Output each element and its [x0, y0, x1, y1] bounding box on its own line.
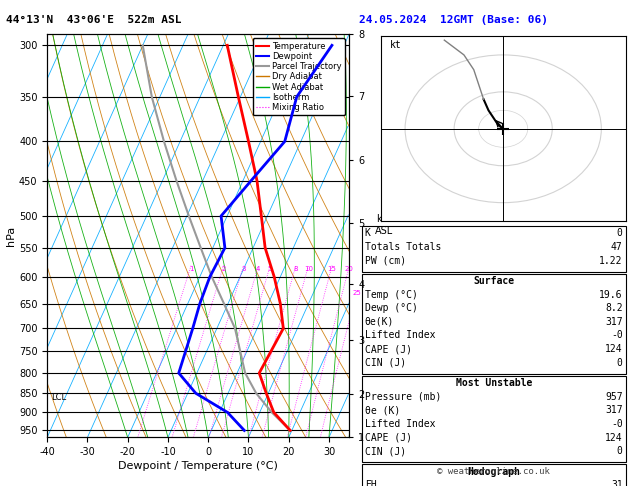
Text: 1.22: 1.22 [599, 256, 623, 266]
Y-axis label: hPa: hPa [6, 226, 16, 246]
Dewpoint [175, 370, 182, 376]
Text: 8: 8 [294, 265, 298, 272]
Text: 19.6: 19.6 [599, 290, 623, 300]
Temperature [270, 274, 278, 280]
Text: CAPE (J): CAPE (J) [365, 344, 412, 354]
Text: 20: 20 [345, 265, 354, 272]
Dewpoint [281, 139, 289, 144]
Parcel Trajectory [268, 410, 276, 416]
Parcel Trajectory [197, 245, 204, 251]
Temperature [253, 178, 261, 184]
Text: 47: 47 [611, 242, 623, 252]
Y-axis label: km
ASL: km ASL [375, 214, 393, 236]
Text: Lifted Index: Lifted Index [365, 330, 435, 341]
Parcel Trajectory [173, 178, 181, 184]
Temperature [235, 94, 242, 100]
Text: Surface: Surface [473, 276, 515, 286]
Text: -0: -0 [611, 330, 623, 341]
Text: Temp (°C): Temp (°C) [365, 290, 418, 300]
Text: 0: 0 [617, 446, 623, 456]
Text: 317: 317 [605, 405, 623, 416]
Text: -0: -0 [611, 419, 623, 429]
Text: θe(K): θe(K) [365, 317, 394, 327]
Temperature [262, 390, 270, 396]
Parcel Trajectory [252, 390, 260, 396]
Temperature [255, 370, 263, 376]
Text: CIN (J): CIN (J) [365, 358, 406, 368]
Text: 124: 124 [605, 344, 623, 354]
Line: Dewpoint: Dewpoint [179, 45, 332, 431]
Text: CIN (J): CIN (J) [365, 446, 406, 456]
Text: Most Unstable: Most Unstable [455, 378, 532, 388]
Text: 4: 4 [256, 265, 260, 272]
Line: Temperature: Temperature [227, 45, 290, 431]
Parcel Trajectory [185, 213, 192, 219]
Dewpoint [328, 42, 336, 48]
Text: CAPE (J): CAPE (J) [365, 433, 412, 443]
Text: 24.05.2024  12GMT (Base: 06): 24.05.2024 12GMT (Base: 06) [359, 15, 547, 25]
Temperature [277, 301, 284, 307]
Parcel Trajectory [286, 428, 294, 434]
Text: PW (cm): PW (cm) [365, 256, 406, 266]
Text: Lifted Index: Lifted Index [365, 419, 435, 429]
Temperature [286, 428, 294, 434]
Parcel Trajectory [231, 326, 239, 331]
Temperature [262, 245, 269, 251]
Dewpoint [247, 178, 255, 184]
Text: 31: 31 [611, 480, 623, 486]
Dewpoint [206, 274, 214, 280]
Text: 0: 0 [617, 358, 623, 368]
Dewpoint [192, 390, 199, 396]
Parcel Trajectory [148, 94, 155, 100]
X-axis label: Dewpoint / Temperature (°C): Dewpoint / Temperature (°C) [118, 461, 278, 471]
Text: 0: 0 [617, 228, 623, 239]
Text: 2: 2 [221, 265, 226, 272]
Temperature [223, 42, 231, 48]
Dewpoint [224, 410, 231, 416]
Text: 5: 5 [268, 265, 272, 272]
Text: EH: EH [365, 480, 377, 486]
Parcel Trajectory [160, 139, 168, 144]
Text: K: K [365, 228, 370, 239]
Text: 124: 124 [605, 433, 623, 443]
Temperature [270, 410, 277, 416]
Text: 317: 317 [605, 317, 623, 327]
Text: Dewp (°C): Dewp (°C) [365, 303, 418, 313]
Dewpoint [293, 94, 301, 100]
Text: 957: 957 [605, 392, 623, 402]
Text: 3: 3 [242, 265, 246, 272]
Text: θe (K): θe (K) [365, 405, 400, 416]
Text: 15: 15 [328, 265, 337, 272]
Parcel Trajectory [139, 42, 147, 48]
Temperature [279, 326, 287, 331]
Text: 25: 25 [353, 290, 362, 295]
Text: 8.2: 8.2 [605, 303, 623, 313]
Temperature [245, 139, 252, 144]
Text: 10: 10 [304, 265, 313, 272]
Text: Pressure (mb): Pressure (mb) [365, 392, 441, 402]
Temperature [257, 213, 265, 219]
Text: LCL: LCL [51, 393, 66, 402]
Dewpoint [221, 245, 229, 251]
Line: Parcel Trajectory: Parcel Trajectory [143, 45, 290, 431]
Dewpoint [196, 301, 204, 307]
Text: 44°13'N  43°06'E  522m ASL: 44°13'N 43°06'E 522m ASL [6, 15, 182, 25]
Dewpoint [189, 326, 196, 331]
Legend: Temperature, Dewpoint, Parcel Trajectory, Dry Adiabat, Wet Adiabat, Isotherm, Mi: Temperature, Dewpoint, Parcel Trajectory… [253, 38, 345, 115]
Dewpoint [217, 213, 225, 219]
Text: kt: kt [391, 39, 402, 50]
Parcel Trajectory [242, 370, 249, 376]
Dewpoint [240, 428, 248, 434]
Text: © weatheronline.co.uk: © weatheronline.co.uk [437, 467, 550, 476]
Parcel Trajectory [220, 301, 228, 307]
Parcel Trajectory [208, 274, 216, 280]
Text: 1: 1 [189, 265, 193, 272]
Text: Hodograph: Hodograph [467, 467, 520, 477]
Text: Totals Totals: Totals Totals [365, 242, 441, 252]
